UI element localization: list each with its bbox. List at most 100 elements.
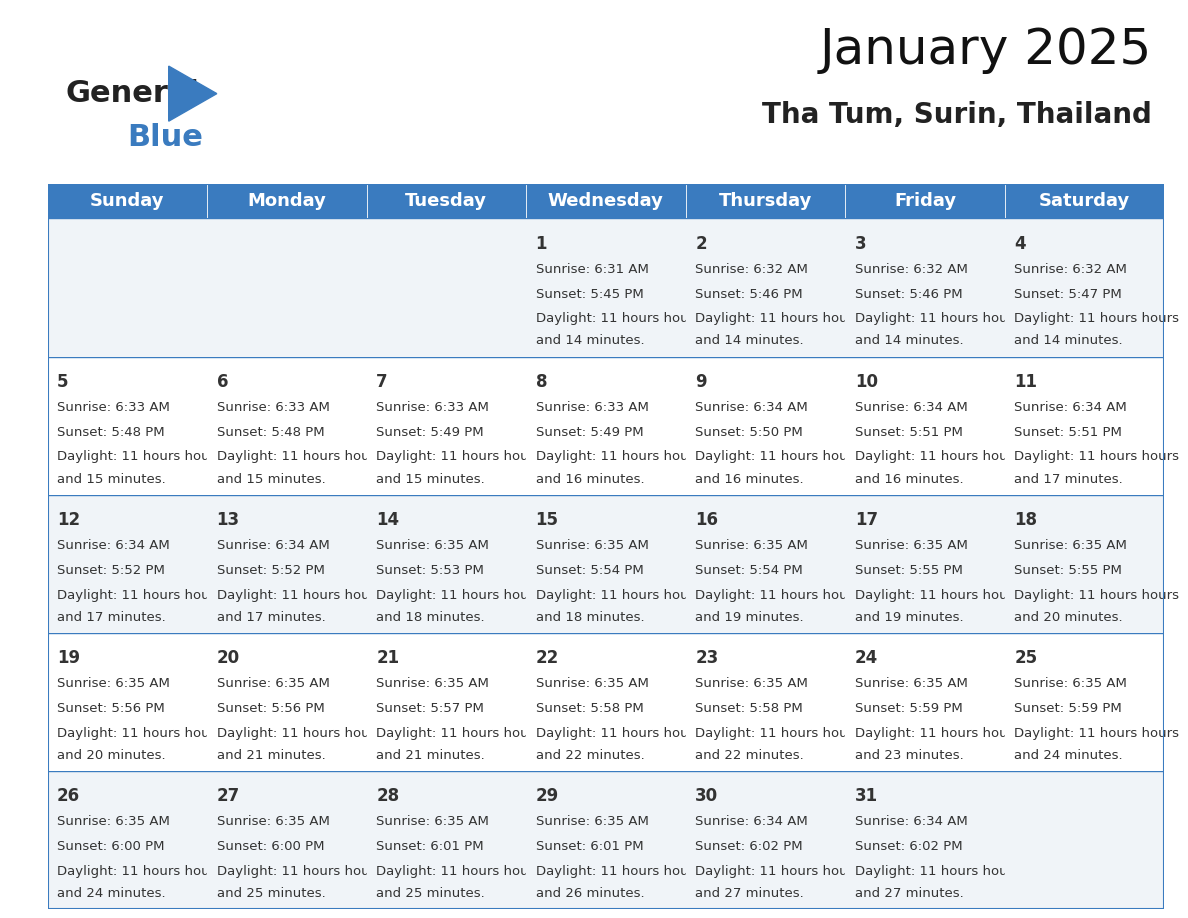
Text: 5: 5 [57, 373, 69, 391]
Text: Sunset: 5:55 PM: Sunset: 5:55 PM [854, 564, 962, 577]
Text: Sunrise: 6:35 AM: Sunrise: 6:35 AM [854, 539, 967, 552]
Text: Sunrise: 6:35 AM: Sunrise: 6:35 AM [377, 815, 489, 828]
Text: 28: 28 [377, 788, 399, 805]
Text: Daylight: 11 hours hours: Daylight: 11 hours hours [536, 312, 701, 325]
Text: and 23 minutes.: and 23 minutes. [854, 749, 963, 762]
Text: Sunrise: 6:35 AM: Sunrise: 6:35 AM [57, 815, 170, 828]
Text: 1: 1 [536, 235, 548, 253]
Text: and 16 minutes.: and 16 minutes. [854, 473, 963, 486]
Text: and 18 minutes.: and 18 minutes. [536, 610, 644, 623]
Text: and 24 minutes.: and 24 minutes. [57, 887, 165, 900]
Text: Daylight: 11 hours hours: Daylight: 11 hours hours [1015, 588, 1180, 601]
Text: Sunset: 6:01 PM: Sunset: 6:01 PM [536, 840, 644, 853]
Text: Sunrise: 6:34 AM: Sunrise: 6:34 AM [854, 815, 967, 828]
Text: Sunset: 5:54 PM: Sunset: 5:54 PM [695, 564, 803, 577]
Text: and 22 minutes.: and 22 minutes. [536, 749, 644, 762]
Text: Sunset: 5:53 PM: Sunset: 5:53 PM [377, 564, 484, 577]
Text: Sunrise: 6:34 AM: Sunrise: 6:34 AM [57, 539, 170, 552]
Text: Sunrise: 6:35 AM: Sunrise: 6:35 AM [1015, 539, 1127, 552]
Text: 18: 18 [1015, 511, 1037, 529]
Text: and 15 minutes.: and 15 minutes. [377, 473, 485, 486]
Text: and 21 minutes.: and 21 minutes. [216, 749, 326, 762]
Text: General: General [65, 79, 200, 108]
Text: and 16 minutes.: and 16 minutes. [536, 473, 644, 486]
Text: and 25 minutes.: and 25 minutes. [377, 887, 485, 900]
Text: 14: 14 [377, 511, 399, 529]
Text: Daylight: 11 hours hours: Daylight: 11 hours hours [57, 451, 222, 464]
Text: Sunrise: 6:32 AM: Sunrise: 6:32 AM [1015, 263, 1127, 275]
Text: and 26 minutes.: and 26 minutes. [536, 887, 644, 900]
Text: Sunset: 6:02 PM: Sunset: 6:02 PM [695, 840, 803, 853]
Text: and 15 minutes.: and 15 minutes. [57, 473, 166, 486]
Text: Sunrise: 6:33 AM: Sunrise: 6:33 AM [216, 401, 329, 414]
Text: Daylight: 11 hours hours: Daylight: 11 hours hours [377, 588, 542, 601]
Text: and 25 minutes.: and 25 minutes. [216, 887, 326, 900]
Text: Daylight: 11 hours hours: Daylight: 11 hours hours [854, 312, 1019, 325]
Text: 6: 6 [216, 373, 228, 391]
Text: and 14 minutes.: and 14 minutes. [1015, 334, 1123, 347]
Text: 16: 16 [695, 511, 719, 529]
Text: Sunset: 5:51 PM: Sunset: 5:51 PM [1015, 426, 1123, 439]
Text: Sunset: 5:54 PM: Sunset: 5:54 PM [536, 564, 644, 577]
Text: Daylight: 11 hours hours: Daylight: 11 hours hours [695, 312, 860, 325]
Text: Sunrise: 6:35 AM: Sunrise: 6:35 AM [536, 815, 649, 828]
Text: Daylight: 11 hours hours: Daylight: 11 hours hours [536, 865, 701, 878]
Text: Sunset: 5:56 PM: Sunset: 5:56 PM [57, 701, 165, 715]
Text: Monday: Monday [247, 192, 327, 210]
Text: Sunrise: 6:33 AM: Sunrise: 6:33 AM [536, 401, 649, 414]
Text: and 24 minutes.: and 24 minutes. [1015, 749, 1123, 762]
Text: 11: 11 [1015, 373, 1037, 391]
Text: 26: 26 [57, 788, 81, 805]
Text: 8: 8 [536, 373, 548, 391]
Text: Daylight: 11 hours hours: Daylight: 11 hours hours [695, 865, 860, 878]
Text: and 14 minutes.: and 14 minutes. [695, 334, 804, 347]
Text: 15: 15 [536, 511, 558, 529]
Text: Sunrise: 6:35 AM: Sunrise: 6:35 AM [57, 677, 170, 689]
Text: Sunset: 5:57 PM: Sunset: 5:57 PM [377, 701, 484, 715]
Text: Sunrise: 6:32 AM: Sunrise: 6:32 AM [695, 263, 808, 275]
Text: Sunrise: 6:34 AM: Sunrise: 6:34 AM [695, 401, 808, 414]
Text: Tha Tum, Surin, Thailand: Tha Tum, Surin, Thailand [763, 101, 1152, 129]
Text: Daylight: 11 hours hours: Daylight: 11 hours hours [216, 588, 381, 601]
Text: Sunrise: 6:34 AM: Sunrise: 6:34 AM [1015, 401, 1127, 414]
Text: Daylight: 11 hours hours: Daylight: 11 hours hours [1015, 726, 1180, 740]
Text: Sunset: 6:01 PM: Sunset: 6:01 PM [377, 840, 484, 853]
Text: 27: 27 [216, 788, 240, 805]
Text: Daylight: 11 hours hours: Daylight: 11 hours hours [695, 451, 860, 464]
Text: and 19 minutes.: and 19 minutes. [854, 610, 963, 623]
Text: Sunrise: 6:35 AM: Sunrise: 6:35 AM [536, 677, 649, 689]
Text: Sunset: 5:55 PM: Sunset: 5:55 PM [1015, 564, 1123, 577]
Text: and 17 minutes.: and 17 minutes. [216, 610, 326, 623]
Text: 23: 23 [695, 649, 719, 667]
Text: Sunset: 5:56 PM: Sunset: 5:56 PM [216, 701, 324, 715]
Text: Sunset: 5:48 PM: Sunset: 5:48 PM [216, 426, 324, 439]
Text: Daylight: 11 hours hours: Daylight: 11 hours hours [536, 726, 701, 740]
Text: 20: 20 [216, 649, 240, 667]
Text: Sunset: 5:46 PM: Sunset: 5:46 PM [854, 287, 962, 300]
Text: and 18 minutes.: and 18 minutes. [377, 610, 485, 623]
Text: Sunset: 5:51 PM: Sunset: 5:51 PM [854, 426, 962, 439]
Text: 25: 25 [1015, 649, 1037, 667]
Text: Wednesday: Wednesday [548, 192, 664, 210]
Text: January 2025: January 2025 [820, 27, 1152, 74]
Text: Sunset: 6:02 PM: Sunset: 6:02 PM [854, 840, 962, 853]
Text: Daylight: 11 hours hours: Daylight: 11 hours hours [854, 865, 1019, 878]
Text: 30: 30 [695, 788, 719, 805]
Text: Daylight: 11 hours hours: Daylight: 11 hours hours [854, 451, 1019, 464]
Text: Daylight: 11 hours hours: Daylight: 11 hours hours [57, 726, 222, 740]
Text: Sunset: 5:46 PM: Sunset: 5:46 PM [695, 287, 803, 300]
Text: and 17 minutes.: and 17 minutes. [57, 610, 166, 623]
Text: Sunrise: 6:35 AM: Sunrise: 6:35 AM [377, 539, 489, 552]
Text: Sunrise: 6:35 AM: Sunrise: 6:35 AM [536, 539, 649, 552]
Text: Sunrise: 6:35 AM: Sunrise: 6:35 AM [695, 539, 808, 552]
Text: 21: 21 [377, 649, 399, 667]
Text: and 17 minutes.: and 17 minutes. [1015, 473, 1123, 486]
Text: Sunset: 5:49 PM: Sunset: 5:49 PM [377, 426, 484, 439]
Text: 24: 24 [854, 649, 878, 667]
Text: Daylight: 11 hours hours: Daylight: 11 hours hours [1015, 451, 1180, 464]
Text: and 22 minutes.: and 22 minutes. [695, 749, 804, 762]
Text: Daylight: 11 hours hours: Daylight: 11 hours hours [536, 451, 701, 464]
Text: Daylight: 11 hours hours: Daylight: 11 hours hours [695, 588, 860, 601]
Text: 13: 13 [216, 511, 240, 529]
Text: Sunrise: 6:35 AM: Sunrise: 6:35 AM [216, 677, 329, 689]
